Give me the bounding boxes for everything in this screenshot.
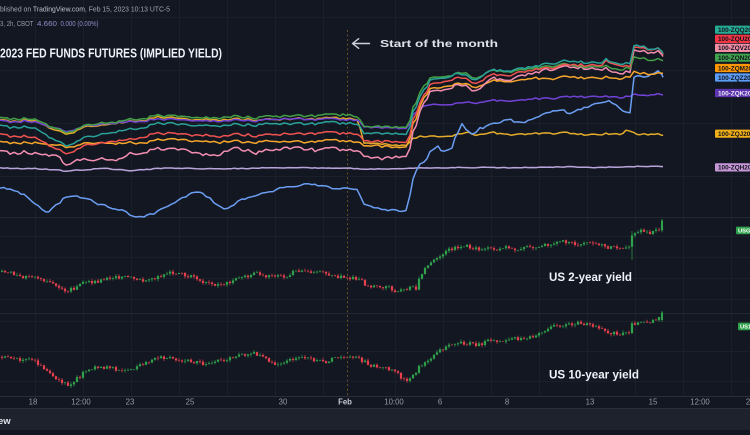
svg-text:13: 13 bbox=[586, 398, 595, 407]
svg-text:0.000 (0.00%): 0.000 (0.00%) bbox=[61, 19, 99, 28]
svg-text:100-ZQU202: 100-ZQU202 bbox=[718, 36, 750, 43]
svg-text:100-ZQJ202: 100-ZQJ202 bbox=[718, 131, 750, 138]
svg-text:12:00: 12:00 bbox=[71, 398, 91, 407]
svg-text:15: 15 bbox=[649, 398, 658, 407]
svg-text:25: 25 bbox=[186, 398, 195, 407]
svg-text:blished on TradingView.com, Fe: blished on TradingView.com, Feb 15, 2023… bbox=[0, 5, 170, 14]
svg-text:8: 8 bbox=[505, 398, 509, 407]
svg-text:100-ZQK202: 100-ZQK202 bbox=[718, 90, 750, 97]
svg-text:ew: ew bbox=[0, 416, 11, 427]
svg-text:18: 18 bbox=[29, 398, 38, 407]
svg-text:100-ZQM202: 100-ZQM202 bbox=[718, 65, 750, 72]
svg-text:100-ZQZ202: 100-ZQZ202 bbox=[718, 75, 750, 82]
svg-text:23: 23 bbox=[126, 398, 135, 407]
svg-text:US 10-year yield: US 10-year yield bbox=[549, 370, 639, 382]
svg-text:30: 30 bbox=[279, 398, 288, 407]
svg-text:6: 6 bbox=[438, 398, 442, 407]
svg-text:4.660: 4.660 bbox=[37, 19, 57, 28]
svg-text:US 2-year yield: US 2-year yield bbox=[549, 272, 632, 284]
svg-text:100-ZQN202: 100-ZQN202 bbox=[718, 55, 750, 62]
svg-text:US1: US1 bbox=[740, 324, 750, 330]
svg-text:100-ZQQ202: 100-ZQQ202 bbox=[718, 27, 750, 34]
svg-text:3, 2h, CBOT: 3, 2h, CBOT bbox=[0, 19, 34, 28]
svg-text:2023 FED FUNDS FUTURES (IMPLIE: 2023 FED FUNDS FUTURES (IMPLIED YIELD) bbox=[0, 47, 222, 61]
svg-text:100-ZQV202: 100-ZQV202 bbox=[718, 45, 750, 52]
svg-text:2: 2 bbox=[746, 398, 750, 407]
svg-text:12:00: 12:00 bbox=[690, 398, 710, 407]
svg-text:Feb: Feb bbox=[338, 398, 352, 407]
svg-text:100-ZQH202: 100-ZQH202 bbox=[718, 165, 750, 172]
svg-text:10:00: 10:00 bbox=[384, 398, 404, 407]
svg-text:USG: USG bbox=[738, 228, 750, 234]
svg-text:Start of the month: Start of the month bbox=[380, 39, 498, 50]
